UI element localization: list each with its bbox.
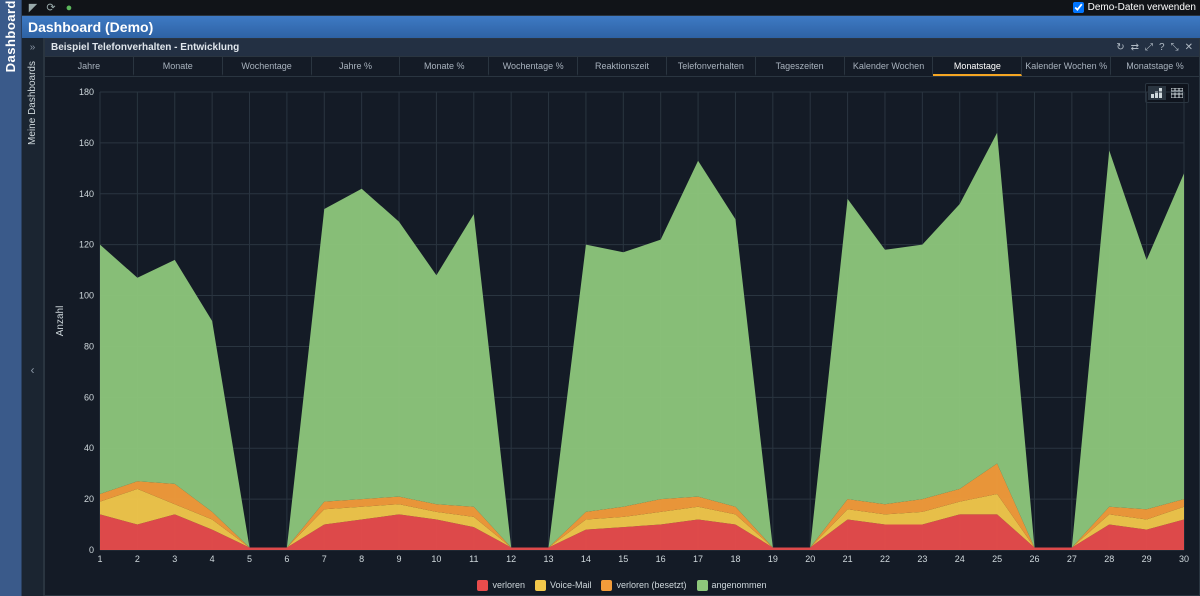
svg-text:140: 140	[79, 189, 94, 199]
svg-text:13: 13	[544, 554, 554, 564]
svg-text:19: 19	[768, 554, 778, 564]
tab-tageszeiten[interactable]: Tageszeiten	[756, 57, 845, 76]
svg-text:Anzahl: Anzahl	[55, 306, 66, 337]
svg-text:4: 4	[210, 554, 215, 564]
tab-reaktionszeit[interactable]: Reaktionszeit	[578, 57, 667, 76]
svg-text:28: 28	[1104, 554, 1114, 564]
titlebar: Dashboard (Demo)	[22, 16, 1200, 38]
svg-text:18: 18	[730, 554, 740, 564]
refresh-icon[interactable]: ⟳	[44, 1, 58, 15]
tab-row: JahreMonateWochentageJahre %Monate %Woch…	[45, 57, 1199, 77]
sidebar-outer-label: Dashboard	[3, 0, 18, 78]
side-panel-collapsed: » Meine Dashboards ‹	[22, 38, 44, 596]
svg-text:3: 3	[172, 554, 177, 564]
tab-monate-[interactable]: Monate %	[400, 57, 489, 76]
svg-text:1: 1	[97, 554, 102, 564]
svg-text:26: 26	[1029, 554, 1039, 564]
chart-area: 0204060801001201401601801234567891011121…	[45, 77, 1199, 575]
legend-label: Voice-Mail	[550, 580, 592, 590]
svg-text:7: 7	[322, 554, 327, 564]
svg-text:20: 20	[805, 554, 815, 564]
tab-wochentage-[interactable]: Wochentage %	[489, 57, 578, 76]
svg-text:17: 17	[693, 554, 703, 564]
tab-kalender-wochen[interactable]: Kalender Wochen	[845, 57, 934, 76]
legend-label: verloren	[492, 580, 525, 590]
topbar: ◤ ⟳ ● Demo-Daten verwenden	[22, 0, 1200, 16]
legend-item[interactable]: angenommen	[697, 580, 767, 591]
svg-text:40: 40	[84, 443, 94, 453]
svg-text:9: 9	[397, 554, 402, 564]
svg-text:29: 29	[1142, 554, 1152, 564]
legend-swatch	[477, 580, 488, 591]
side-panel-mid-chevron-icon[interactable]: ‹	[31, 363, 35, 377]
svg-text:16: 16	[656, 554, 666, 564]
svg-text:2: 2	[135, 554, 140, 564]
svg-text:100: 100	[79, 291, 94, 301]
demo-data-toggle[interactable]: Demo-Daten verwenden	[1073, 2, 1196, 13]
legend-item[interactable]: verloren	[477, 580, 525, 591]
expand-sidepanel-icon[interactable]: »	[30, 42, 36, 53]
legend-label: angenommen	[712, 580, 767, 590]
tab-monatstage[interactable]: Monatstage	[933, 57, 1022, 76]
legend-label: verloren (besetzt)	[616, 580, 686, 590]
svg-text:180: 180	[79, 87, 94, 97]
legend-swatch	[535, 580, 546, 591]
svg-text:5: 5	[247, 554, 252, 564]
svg-text:22: 22	[880, 554, 890, 564]
stacked-area-chart: 0204060801001201401601801234567891011121…	[45, 77, 1199, 575]
tab-monatstage-[interactable]: Monatstage %	[1111, 57, 1199, 76]
svg-text:27: 27	[1067, 554, 1077, 564]
legend-item[interactable]: Voice-Mail	[535, 580, 592, 591]
svg-text:60: 60	[84, 392, 94, 402]
tab-monate[interactable]: Monate	[134, 57, 223, 76]
svg-text:21: 21	[843, 554, 853, 564]
svg-text:6: 6	[284, 554, 289, 564]
svg-text:10: 10	[431, 554, 441, 564]
demo-data-checkbox[interactable]	[1073, 2, 1084, 13]
svg-text:80: 80	[84, 341, 94, 351]
panel-tool-fullscreen-icon[interactable]: ⤡	[1171, 42, 1179, 53]
panel-header: Beispiel Telefonverhalten - Entwicklung …	[45, 39, 1199, 57]
widget-panel: Beispiel Telefonverhalten - Entwicklung …	[44, 38, 1200, 596]
tab-jahre-[interactable]: Jahre %	[312, 57, 401, 76]
status-icon: ●	[62, 1, 76, 15]
svg-text:0: 0	[89, 545, 94, 555]
svg-text:25: 25	[992, 554, 1002, 564]
tab-telefonverhalten[interactable]: Telefonverhalten	[667, 57, 756, 76]
svg-text:20: 20	[84, 494, 94, 504]
legend-swatch	[697, 580, 708, 591]
svg-text:8: 8	[359, 554, 364, 564]
legend-item[interactable]: verloren (besetzt)	[601, 580, 686, 591]
panel-tool-swap-icon[interactable]: ⇄	[1131, 42, 1139, 53]
svg-text:14: 14	[581, 554, 591, 564]
svg-text:12: 12	[506, 554, 516, 564]
svg-text:11: 11	[469, 554, 478, 564]
panel-tool-refresh-icon[interactable]: ↻	[1116, 42, 1124, 53]
tab-wochentage[interactable]: Wochentage	[223, 57, 312, 76]
sidebar-outer: Dashboard	[0, 0, 22, 596]
side-panel-label: Meine Dashboards	[27, 61, 38, 145]
panel-tool-expand-icon[interactable]: ⤢	[1145, 42, 1153, 53]
area-series	[100, 133, 1184, 548]
svg-text:120: 120	[79, 240, 94, 250]
svg-text:24: 24	[955, 554, 965, 564]
chart-legend: verloren Voice-Mail verloren (besetzt) ange…	[45, 575, 1199, 595]
panel-tools: ↻ ⇄ ⤢ ? ⤡ ✕	[1116, 42, 1193, 53]
svg-text:160: 160	[79, 138, 94, 148]
svg-text:15: 15	[618, 554, 628, 564]
panel-title: Beispiel Telefonverhalten - Entwicklung	[51, 42, 239, 53]
panel-tool-help-icon[interactable]: ?	[1159, 42, 1165, 53]
legend-swatch	[601, 580, 612, 591]
title-text: Dashboard (Demo)	[28, 19, 153, 35]
svg-text:30: 30	[1179, 554, 1189, 564]
panel-tool-close-icon[interactable]: ✕	[1185, 42, 1193, 53]
tab-jahre[interactable]: Jahre	[45, 57, 134, 76]
collapse-icon[interactable]: ◤	[26, 1, 40, 15]
tab-kalender-wochen-[interactable]: Kalender Wochen %	[1022, 57, 1111, 76]
svg-text:23: 23	[917, 554, 927, 564]
demo-data-label: Demo-Daten verwenden	[1088, 2, 1196, 13]
